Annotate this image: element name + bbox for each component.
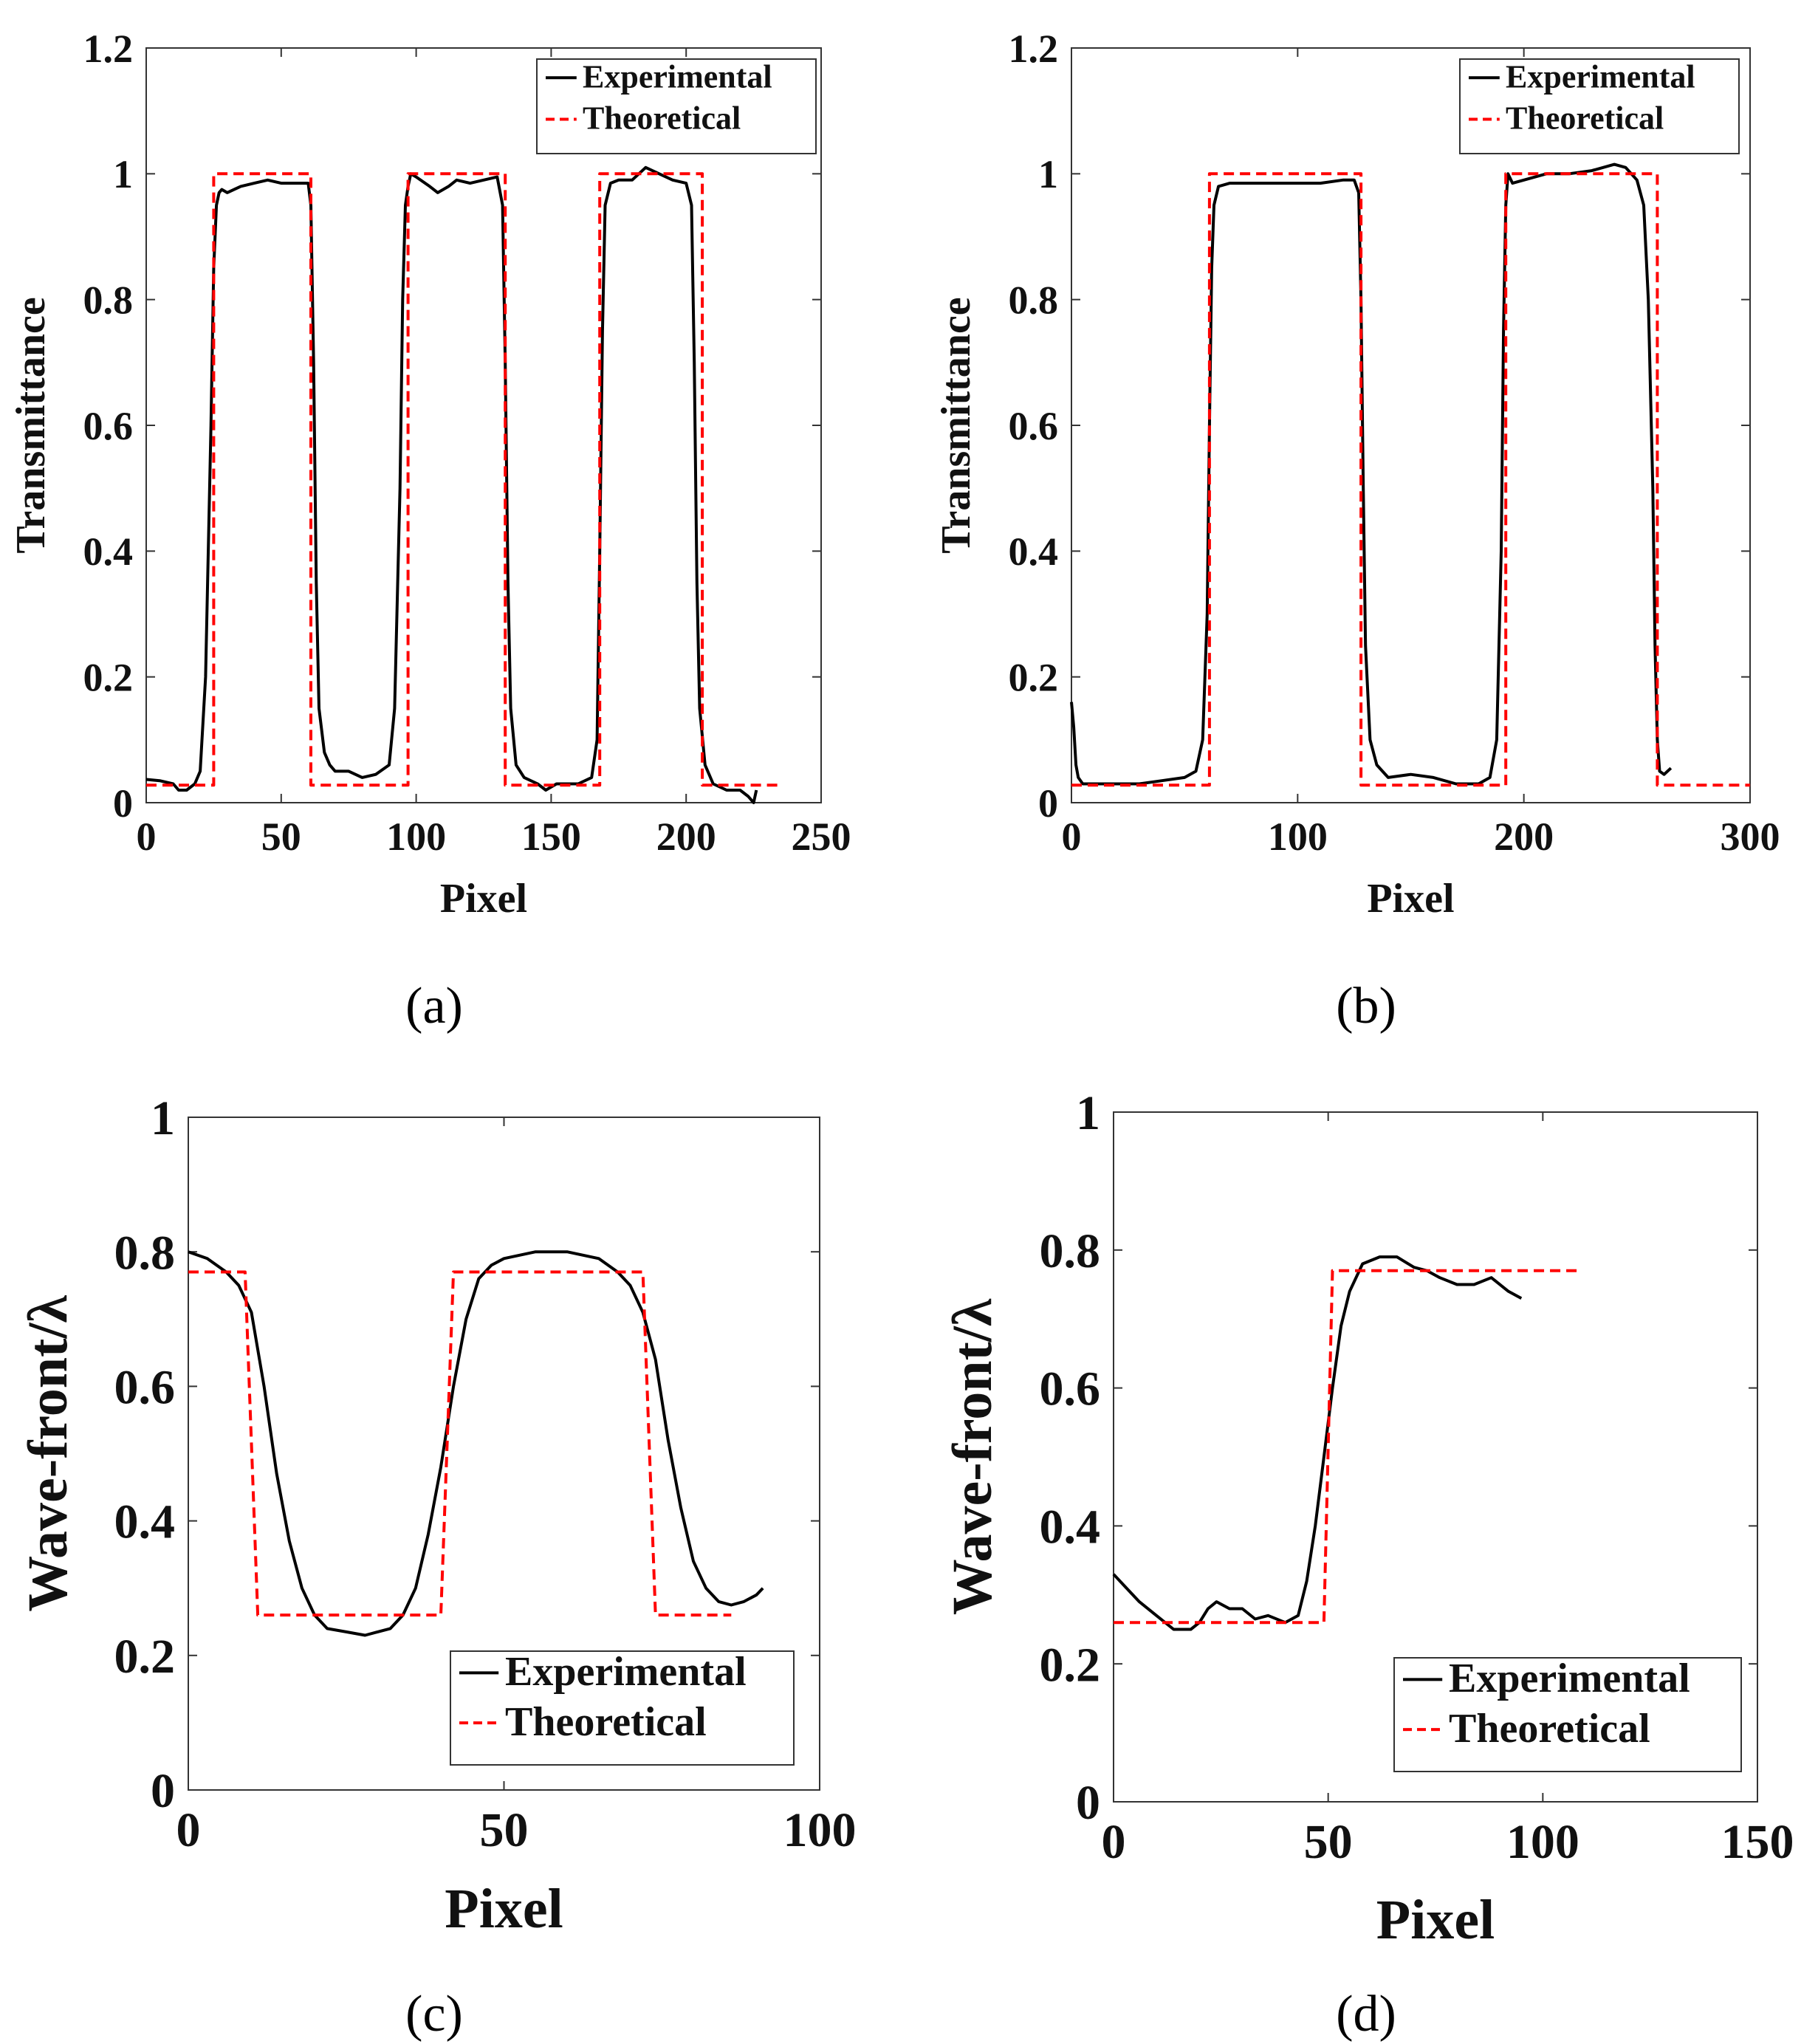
legend-label-experimental: Experimental: [1506, 58, 1695, 95]
caption-c: (c): [405, 1986, 463, 2043]
legend-label-experimental: Experimental: [583, 58, 772, 95]
x-axis-label: Pixel: [440, 876, 527, 922]
y-axis-label: Wave-front/λ: [941, 1298, 1004, 1615]
y-tick-label: 0.8: [114, 1226, 176, 1280]
legend-label-theoretical: Theoretical: [1449, 1706, 1650, 1752]
y-tick-label: 0.4: [114, 1495, 176, 1549]
series-line-experimental: [1112, 1255, 1523, 1631]
x-axis-label: Pixel: [1367, 876, 1454, 922]
y-tick-label: 0.4: [1040, 1501, 1101, 1554]
axes-frame: [145, 47, 822, 803]
legend-box: [1393, 1657, 1742, 1772]
y-tick-label: 0.4: [1009, 529, 1059, 574]
x-tick-label: 200: [656, 814, 716, 859]
series-line-theoretical: [146, 172, 781, 787]
legend-box: [1459, 58, 1740, 154]
y-axis-label: Wave-front/λ: [17, 1295, 79, 1612]
x-tick-label: 250: [792, 814, 851, 859]
x-tick-label: 50: [480, 1803, 529, 1857]
series-line-experimental: [1070, 162, 1673, 786]
series-line-theoretical: [188, 1270, 732, 1617]
x-tick-label: 0: [1102, 1815, 1126, 1869]
legend-box: [536, 58, 817, 154]
axes-frame: [1071, 47, 1751, 803]
y-tick-label: 0: [113, 781, 133, 826]
y-tick-label: 0: [1038, 781, 1058, 826]
y-tick-label: 0.2: [114, 1630, 176, 1684]
legend-label-theoretical: Theoretical: [1506, 100, 1664, 137]
series-line-experimental: [188, 1250, 764, 1637]
x-tick-label: 100: [1268, 814, 1328, 859]
x-tick-label: 0: [1062, 814, 1082, 859]
x-tick-label: 50: [261, 814, 301, 859]
x-tick-label: 100: [386, 814, 446, 859]
y-axis-label: Transmittance: [933, 297, 979, 553]
legend-label-experimental: Experimental: [1449, 1656, 1690, 1701]
x-tick-label: 100: [1506, 1815, 1579, 1869]
y-tick-label: 0.4: [83, 529, 134, 574]
y-tick-label: 1: [1076, 1086, 1100, 1140]
caption-d: (d): [1336, 1986, 1396, 2043]
y-tick-label: 0.2: [1009, 656, 1059, 700]
y-tick-label: 0.6: [83, 404, 134, 448]
series-line-theoretical: [1114, 1269, 1577, 1625]
y-tick-label: 1.2: [1009, 27, 1059, 71]
y-tick-label: 0.8: [83, 278, 134, 323]
y-tick-label: 0.8: [1009, 278, 1059, 323]
x-tick-label: 0: [176, 1803, 201, 1857]
series-line-theoretical: [1071, 172, 1750, 787]
y-axis-label: Transmittance: [8, 297, 54, 553]
legend-label-theoretical: Theoretical: [505, 1699, 707, 1745]
y-tick-label: 0: [151, 1764, 175, 1818]
y-tick-label: 1.2: [83, 27, 134, 71]
x-axis-label: Pixel: [445, 1878, 563, 1940]
series-line-experimental: [145, 165, 758, 804]
caption-b: (b): [1336, 978, 1396, 1035]
x-tick-label: 100: [783, 1803, 857, 1857]
legend-label-theoretical: Theoretical: [583, 100, 741, 137]
panel-c: 0 50 100 0 0.2 0.4 0.6 0.8 1 Pixel Wave-front/λ Exp…: [17, 1091, 857, 1940]
panel-d: 0 50 100 150 0 0.2 0.4 0.6 0.8 1 Pixel Wave-front/λ…: [941, 1086, 1794, 1951]
x-tick-label: 300: [1721, 814, 1780, 859]
caption-a: (a): [405, 978, 463, 1035]
y-tick-label: 1: [113, 152, 133, 196]
y-tick-label: 0.6: [114, 1361, 176, 1415]
y-tick-label: 0.6: [1009, 404, 1059, 448]
panel-b: 0 100 200 300 0 0.2 0.4 0.6 0.8 1 1.2 Pixel Transmit…: [933, 27, 1780, 922]
axes-frame: [1113, 1111, 1758, 1803]
x-tick-label: 150: [521, 814, 581, 859]
legend-label-experimental: Experimental: [505, 1649, 747, 1695]
y-tick-label: 0.8: [1040, 1224, 1101, 1278]
y-tick-label: 1: [1038, 152, 1058, 196]
y-tick-label: 0: [1076, 1776, 1100, 1830]
y-tick-label: 0.6: [1040, 1362, 1101, 1416]
y-tick-label: 0.2: [83, 656, 134, 700]
legend-box: [450, 1650, 795, 1766]
x-tick-label: 200: [1494, 814, 1554, 859]
x-tick-label: 0: [137, 814, 157, 859]
panel-a: 0 50 100 150 200 250 0 0.2 0.4 0.6 0.8 1 1.2 Pixel Tra…: [8, 27, 851, 922]
x-tick-label: 50: [1304, 1815, 1353, 1869]
x-tick-label: 150: [1721, 1815, 1794, 1869]
y-tick-label: 0.2: [1040, 1638, 1101, 1692]
y-tick-label: 1: [151, 1091, 175, 1145]
x-axis-label: Pixel: [1376, 1889, 1495, 1951]
